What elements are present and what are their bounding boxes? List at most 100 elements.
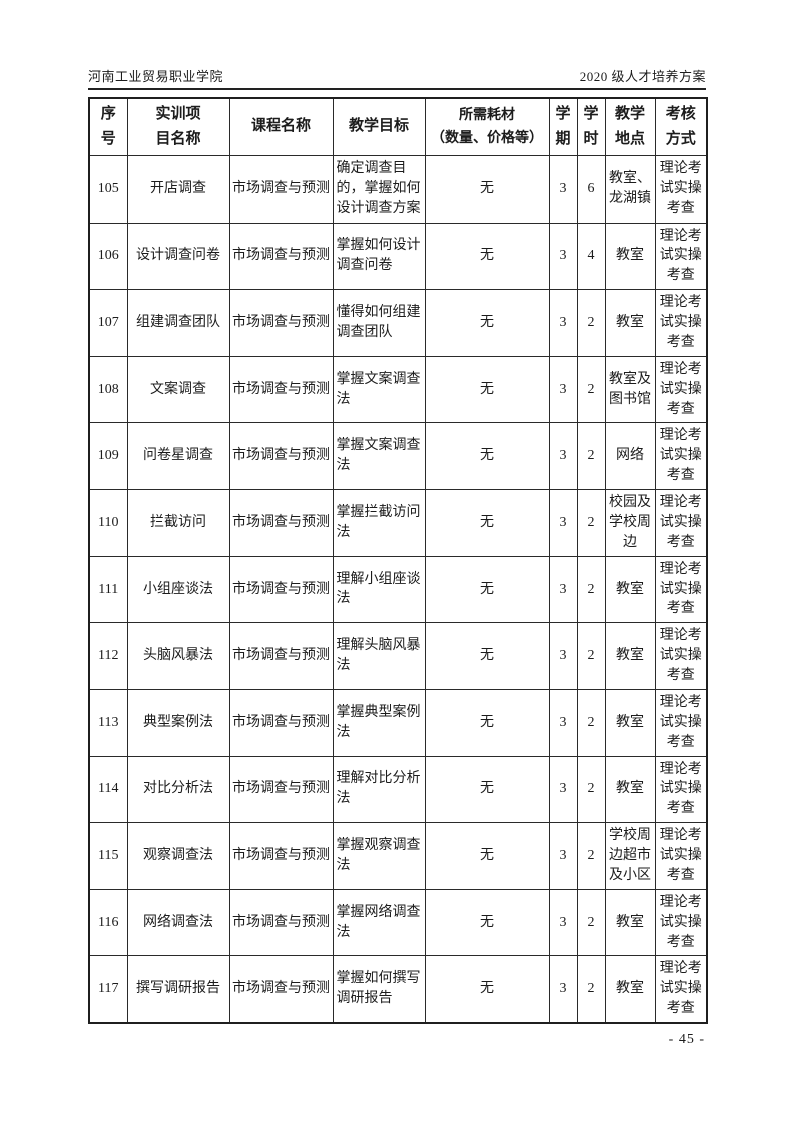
cell-hours: 2	[576, 489, 606, 557]
cell-project: 文案调查	[126, 355, 230, 424]
cell-hours: 2	[576, 355, 606, 424]
cell-location: 教室	[604, 888, 656, 957]
table-row: 107 组建调查团队 市场调查与预测 懂得如何组建调查团队 无 3 2 教室 理…	[88, 289, 708, 357]
page-number: - 45 -	[668, 1032, 705, 1047]
table-row: 115 观察调查法 市场调查与预测 掌握观察调查法 无 3 2 学校周边超市及小…	[88, 822, 708, 890]
cell-course: 市场调查与预测	[228, 622, 334, 690]
table-row: 106 设计调查问卷 市场调查与预测 掌握如何设计调查问卷 无 3 4 教室 理…	[88, 222, 708, 291]
cell-semester: 3	[548, 822, 578, 890]
cell-assessment: 理论考试实操考查	[654, 222, 708, 291]
cell-seq: 105	[88, 154, 128, 224]
running-head: 河南工业贸易职业学院 2020 级人才培养方案	[88, 66, 706, 85]
cell-assessment: 理论考试实操考查	[654, 489, 708, 557]
column-header-semester: 学 期	[548, 97, 578, 156]
cell-materials: 无	[424, 822, 550, 890]
table-row: 112 头脑风暴法 市场调查与预测 理解头脑风暴法 无 3 2 教室 理论考试实…	[88, 622, 708, 690]
cell-assessment: 理论考试实操考查	[654, 622, 708, 690]
cell-project: 小组座谈法	[126, 555, 230, 624]
cell-course: 市场调查与预测	[228, 688, 334, 757]
cell-project: 拦截访问	[126, 489, 230, 557]
table-row: 113 典型案例法 市场调查与预测 掌握典型案例法 无 3 2 教室 理论考试实…	[88, 688, 708, 757]
cell-assessment: 理论考试实操考查	[654, 888, 708, 957]
cell-assessment: 理论考试实操考查	[654, 555, 708, 624]
cell-semester: 3	[548, 154, 578, 224]
table-row: 109 问卷星调查 市场调查与预测 掌握文案调查法 无 3 2 网络 理论考试实…	[88, 422, 708, 490]
cell-goal: 掌握如何撰写调研报告	[332, 955, 426, 1024]
column-header-goal: 教学目标	[332, 97, 426, 156]
cell-materials: 无	[424, 755, 550, 824]
cell-course: 市场调查与预测	[228, 222, 334, 291]
cell-course: 市场调查与预测	[228, 955, 334, 1024]
cell-project: 组建调查团队	[126, 289, 230, 357]
column-header-course: 课程名称	[228, 97, 334, 156]
cell-project: 对比分析法	[126, 755, 230, 824]
cell-location: 校园及学校周边	[604, 489, 656, 557]
cell-course: 市场调查与预测	[228, 289, 334, 357]
table-row: 110 拦截访问 市场调查与预测 掌握拦截访问法 无 3 2 校园及学校周边 理…	[88, 489, 708, 557]
cell-goal: 掌握典型案例法	[332, 688, 426, 757]
cell-semester: 3	[548, 622, 578, 690]
program-title: 2020 级人才培养方案	[579, 69, 706, 84]
cell-location: 教室	[604, 688, 656, 757]
cell-course: 市场调查与预测	[228, 355, 334, 424]
cell-materials: 无	[424, 688, 550, 757]
cell-hours: 2	[576, 822, 606, 890]
column-header-hours: 学 时	[576, 97, 606, 156]
cell-seq: 107	[88, 289, 128, 357]
cell-semester: 3	[548, 555, 578, 624]
header-row: 序 号 实训项 目名称 课程名称 教学目标 所需耗材 （数量、价格等） 学 期 …	[88, 97, 708, 156]
cell-project: 设计调查问卷	[126, 222, 230, 291]
cell-seq: 113	[88, 688, 128, 757]
column-header-project: 实训项 目名称	[126, 97, 230, 156]
cell-seq: 114	[88, 755, 128, 824]
cell-materials: 无	[424, 622, 550, 690]
cell-goal: 理解小组座谈法	[332, 555, 426, 624]
cell-seq: 109	[88, 422, 128, 490]
cell-location: 教室	[604, 555, 656, 624]
cell-assessment: 理论考试实操考查	[654, 154, 708, 224]
cell-course: 市场调查与预测	[228, 755, 334, 824]
cell-project: 开店调查	[126, 154, 230, 224]
cell-hours: 2	[576, 688, 606, 757]
cell-semester: 3	[548, 289, 578, 357]
cell-location: 学校周边超市及小区	[604, 822, 656, 890]
cell-hours: 2	[576, 289, 606, 357]
cell-materials: 无	[424, 955, 550, 1024]
cell-semester: 3	[548, 755, 578, 824]
cell-seq: 116	[88, 888, 128, 957]
table-row: 114 对比分析法 市场调查与预测 理解对比分析法 无 3 2 教室 理论考试实…	[88, 755, 708, 824]
cell-course: 市场调查与预测	[228, 822, 334, 890]
cell-location: 教室	[604, 755, 656, 824]
cell-assessment: 理论考试实操考查	[654, 355, 708, 424]
cell-location: 教室	[604, 289, 656, 357]
cell-project: 典型案例法	[126, 688, 230, 757]
cell-materials: 无	[424, 888, 550, 957]
cell-materials: 无	[424, 489, 550, 557]
cell-hours: 2	[576, 955, 606, 1024]
header-rule	[88, 88, 706, 90]
table-row: 117 撰写调研报告 市场调查与预测 掌握如何撰写调研报告 无 3 2 教室 理…	[88, 955, 708, 1024]
cell-goal: 理解对比分析法	[332, 755, 426, 824]
cell-location: 网络	[604, 422, 656, 490]
school-name: 河南工业贸易职业学院	[88, 69, 224, 84]
cell-hours: 2	[576, 622, 606, 690]
cell-course: 市场调查与预测	[228, 154, 334, 224]
cell-goal: 理解头脑风暴法	[332, 622, 426, 690]
cell-materials: 无	[424, 355, 550, 424]
cell-assessment: 理论考试实操考查	[654, 955, 708, 1024]
cell-seq: 112	[88, 622, 128, 690]
cell-project: 问卷星调查	[126, 422, 230, 490]
cell-assessment: 理论考试实操考查	[654, 822, 708, 890]
cell-semester: 3	[548, 688, 578, 757]
cell-goal: 掌握文案调查法	[332, 355, 426, 424]
column-header-materials: 所需耗材 （数量、价格等）	[424, 97, 550, 156]
cell-location: 教室	[604, 222, 656, 291]
cell-materials: 无	[424, 154, 550, 224]
cell-location: 教室、龙湖镇	[604, 154, 656, 224]
cell-goal: 懂得如何组建调查团队	[332, 289, 426, 357]
cell-course: 市场调查与预测	[228, 422, 334, 490]
cell-semester: 3	[548, 489, 578, 557]
cell-assessment: 理论考试实操考查	[654, 688, 708, 757]
cell-goal: 掌握网络调查法	[332, 888, 426, 957]
